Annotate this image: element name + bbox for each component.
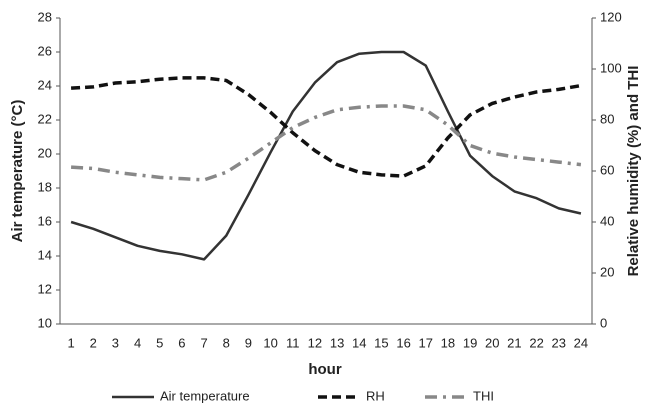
x-tick-label: 17 — [419, 335, 433, 350]
x-tick-label: 13 — [330, 335, 344, 350]
x-tick-label: 2 — [90, 335, 97, 350]
legend-label: Air temperature — [160, 388, 250, 403]
y-tick-label: 28 — [38, 9, 52, 24]
legend-label: THI — [473, 388, 494, 403]
x-tick-label: 21 — [507, 335, 521, 350]
y2-tick-label: 60 — [600, 162, 614, 177]
x-tick-label: 11 — [286, 335, 300, 350]
y-tick-label: 20 — [38, 145, 52, 160]
y2-tick-label: 120 — [600, 9, 622, 24]
x-tick-label: 14 — [352, 335, 366, 350]
x-tick-label: 19 — [463, 335, 477, 350]
x-tick-label: 24 — [574, 335, 588, 350]
y2-tick-label: 100 — [600, 60, 622, 75]
y-tick-label: 16 — [38, 213, 52, 228]
x-tick-label: 10 — [263, 335, 277, 350]
x-axis-label: hour — [308, 361, 341, 378]
x-tick-label: 18 — [441, 335, 455, 350]
y-tick-label: 12 — [38, 281, 52, 296]
y-tick-label: 10 — [38, 315, 52, 330]
x-tick-label: 1 — [67, 335, 74, 350]
legend-label: RH — [366, 388, 385, 403]
y2-tick-label: 0 — [600, 315, 607, 330]
x-tick-label: 15 — [374, 335, 388, 350]
x-tick-label: 6 — [178, 335, 185, 350]
x-tick-label: 23 — [552, 335, 566, 350]
x-tick-label: 5 — [156, 335, 163, 350]
y2-axis-label: Relative humidity (%) and THI — [625, 66, 642, 277]
y-tick-label: 22 — [38, 111, 52, 126]
x-tick-label: 12 — [308, 335, 322, 350]
y-tick-label: 24 — [38, 77, 52, 92]
series-line — [70, 50, 582, 261]
x-tick-label: 9 — [245, 335, 252, 350]
x-tick-label: 8 — [223, 335, 230, 350]
x-tick-label: 16 — [396, 335, 410, 350]
y2-tick-label: 80 — [600, 111, 614, 126]
y-tick-label: 18 — [38, 179, 52, 194]
x-tick-label: 20 — [485, 335, 499, 350]
y2-tick-label: 20 — [600, 264, 614, 279]
y-axis-label: Air temperature (°C) — [9, 100, 26, 243]
y-tick-label: 26 — [38, 43, 52, 58]
y2-tick-label: 40 — [600, 213, 614, 228]
series-line — [70, 104, 582, 182]
x-tick-label: 4 — [134, 335, 141, 350]
x-tick-label: 22 — [529, 335, 543, 350]
y-tick-label: 14 — [38, 247, 52, 262]
series-line — [70, 76, 582, 178]
x-tick-label: 7 — [200, 335, 207, 350]
x-tick-label: 3 — [112, 335, 119, 350]
